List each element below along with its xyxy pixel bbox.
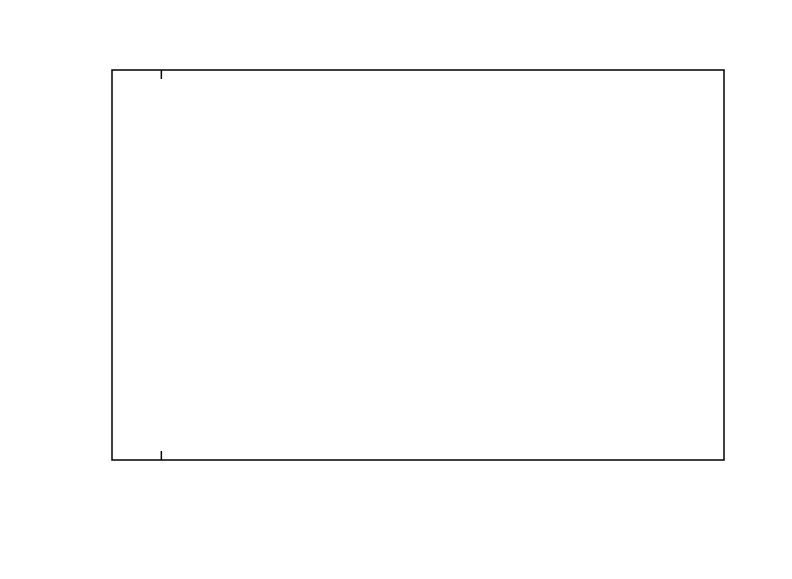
figure-container: { "chart": { "type": "line", "title": "A… — [0, 0, 792, 579]
chart-svg — [0, 0, 792, 579]
